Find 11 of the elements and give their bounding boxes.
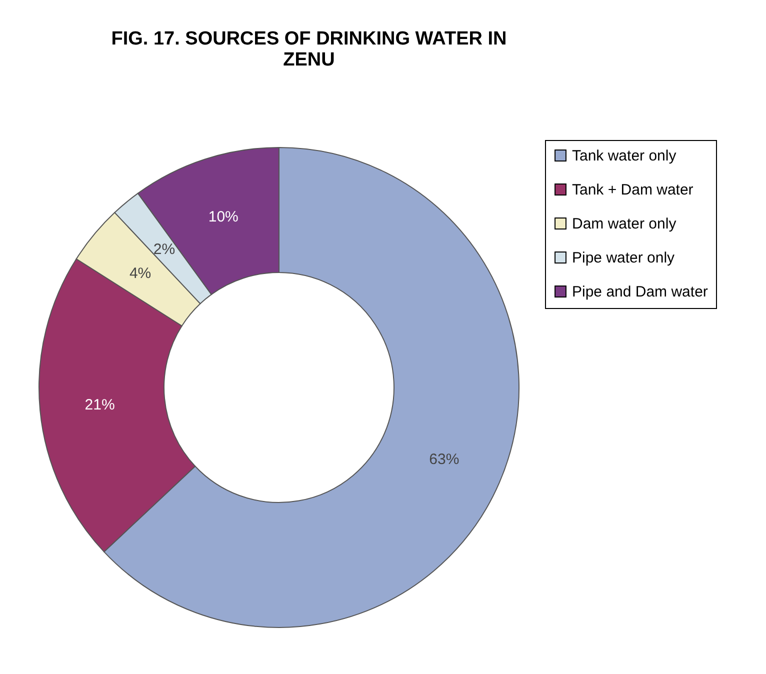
data-label: 63%	[429, 450, 460, 468]
legend-label: Dam water only	[572, 216, 677, 232]
chart-title: FIG. 17. SOURCES OF DRINKING WATER IN ZENU	[111, 28, 507, 70]
data-label: 21%	[84, 396, 115, 414]
data-label: 10%	[208, 208, 238, 226]
legend-label: Pipe and Dam water	[572, 284, 708, 300]
legend-label: Tank water only	[572, 148, 677, 164]
data-label: 4%	[129, 264, 152, 282]
data-label: 2%	[153, 240, 176, 258]
legend-label: Tank + Dam water	[572, 182, 694, 198]
legend-label: Pipe water only	[572, 250, 676, 266]
